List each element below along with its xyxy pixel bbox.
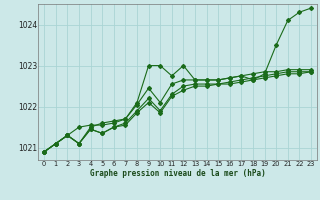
X-axis label: Graphe pression niveau de la mer (hPa): Graphe pression niveau de la mer (hPa) [90, 169, 266, 178]
